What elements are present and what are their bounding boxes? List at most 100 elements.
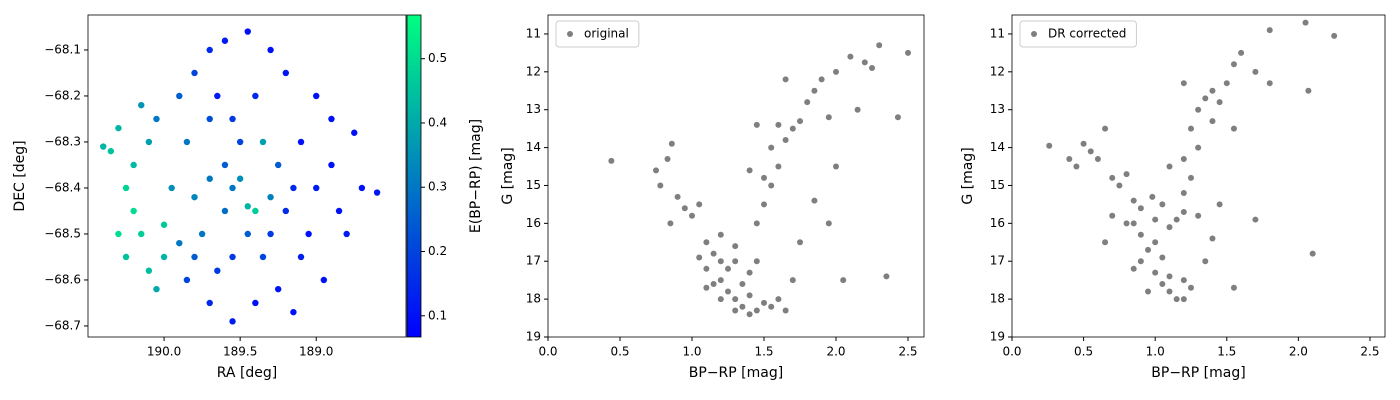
data-point <box>297 138 305 146</box>
data-point <box>206 299 213 307</box>
data-point <box>732 307 739 314</box>
data-point <box>153 285 160 293</box>
data-point <box>739 280 746 287</box>
data-point <box>608 157 615 164</box>
y-tick-label: 14 <box>526 140 541 154</box>
data-point <box>1180 190 1187 197</box>
colorbar-tick-label: 0.2 <box>428 244 447 258</box>
data-point <box>775 296 782 303</box>
data-point <box>1102 239 1109 246</box>
y-tick-label: 18 <box>990 292 1005 306</box>
data-point <box>1195 212 1202 219</box>
data-point <box>876 42 883 49</box>
y-tick-label: −68.6 <box>44 272 81 286</box>
data-point <box>775 121 782 128</box>
data-point <box>818 76 825 83</box>
y-tick-label: −68.3 <box>44 134 81 148</box>
legend-box <box>555 20 640 48</box>
data-point <box>768 182 775 189</box>
data-point <box>1152 216 1159 223</box>
data-point <box>183 138 191 146</box>
x-tick-label: 0.0 <box>1002 345 1021 359</box>
x-tick-label: 189.0 <box>299 345 333 359</box>
x-tick-label: 1.0 <box>1146 345 1165 359</box>
data-point <box>894 114 901 121</box>
data-point <box>789 125 796 132</box>
data-point <box>1159 280 1166 287</box>
y-tick-label: 16 <box>990 216 1005 230</box>
data-point <box>1187 174 1194 181</box>
data-point <box>206 46 213 54</box>
data-point <box>1145 246 1152 253</box>
data-point <box>768 144 775 151</box>
x-tick-label: 0.0 <box>538 345 557 359</box>
x-tick-label: 1.0 <box>682 345 701 359</box>
data-point <box>313 92 320 100</box>
data-point <box>1202 95 1209 102</box>
data-point <box>259 253 267 261</box>
y-tick-label: 11 <box>526 26 541 40</box>
data-point <box>1137 258 1144 265</box>
x-tick-label: 2.0 <box>1289 345 1308 359</box>
y-tick-label: −68.2 <box>44 88 81 102</box>
x-tick-label: 190.0 <box>147 345 181 359</box>
data-point <box>1130 265 1137 272</box>
y-axis-label: DEC [deg] <box>12 140 28 211</box>
colorbar-tick-label: 0.1 <box>428 308 447 322</box>
y-tick-label: 19 <box>990 330 1005 344</box>
x-tick-label: 2.5 <box>898 345 917 359</box>
data-point <box>1137 231 1144 238</box>
data-point <box>725 288 732 295</box>
data-point <box>797 239 804 246</box>
x-axis-label: BP−RP [mag] <box>1151 365 1245 381</box>
data-point <box>1149 193 1156 200</box>
data-point <box>775 163 782 170</box>
data-point <box>1152 269 1159 276</box>
data-point <box>328 161 335 169</box>
data-point <box>746 311 753 318</box>
data-point <box>861 59 868 66</box>
data-point <box>122 184 130 192</box>
x-tick-label: 0.5 <box>610 345 629 359</box>
data-point <box>1302 19 1309 26</box>
data-point <box>854 106 861 113</box>
data-point <box>252 299 259 307</box>
data-point <box>282 69 289 77</box>
legend-marker <box>1031 31 1037 37</box>
data-point <box>259 138 267 146</box>
y-axis-label: G [mag] <box>960 147 976 204</box>
data-point <box>1187 284 1194 291</box>
data-point <box>1102 125 1109 132</box>
data-point <box>782 137 789 144</box>
data-point <box>825 114 832 121</box>
data-point <box>1173 216 1180 223</box>
data-point <box>664 155 671 162</box>
x-tick-label: 1.5 <box>754 345 773 359</box>
data-point <box>1073 163 1080 170</box>
data-point <box>753 258 760 265</box>
data-point <box>1166 163 1173 170</box>
data-point <box>761 299 768 306</box>
data-point <box>746 269 753 276</box>
data-point <box>753 307 760 314</box>
data-point <box>732 296 739 303</box>
data-point <box>1305 87 1312 94</box>
data-point <box>833 68 840 75</box>
data-point <box>725 265 732 272</box>
data-point <box>746 292 753 299</box>
data-point <box>290 184 297 192</box>
data-point <box>710 250 717 257</box>
data-point <box>1123 220 1130 227</box>
data-point <box>100 143 107 150</box>
data-point <box>1109 174 1116 181</box>
data-point <box>267 230 274 238</box>
data-point <box>840 277 847 284</box>
data-point <box>1173 296 1180 303</box>
data-point <box>206 175 213 182</box>
x-tick-label: 189.5 <box>223 345 257 359</box>
data-point <box>696 254 703 261</box>
data-point <box>252 207 259 215</box>
data-point <box>290 308 297 316</box>
data-point <box>130 161 137 169</box>
